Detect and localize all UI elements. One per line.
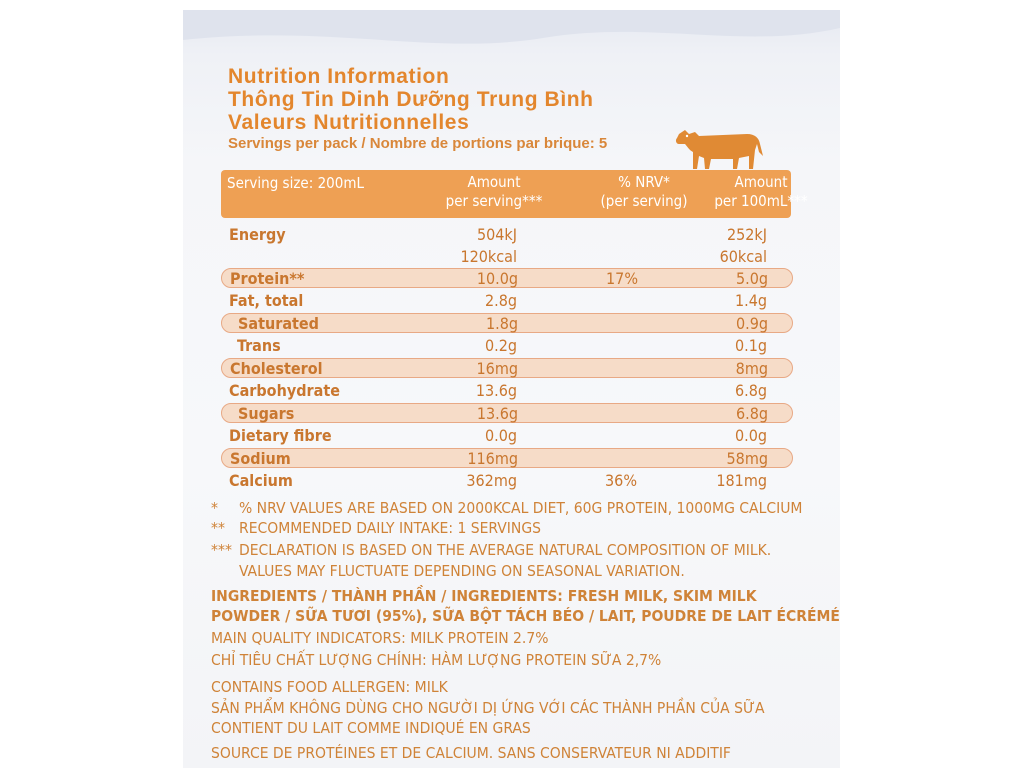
nutrient-name: Cholesterol: [230, 359, 323, 378]
table-row: Sodium 116mg 58mg: [221, 448, 793, 468]
col-nrv-header: % NRV* (per serving): [600, 173, 688, 210]
table-row: Sugars 13.6g 6.8g: [221, 403, 793, 423]
per-100ml-value: 0.9g: [735, 314, 768, 333]
per-serving-value: 10.0g: [476, 269, 518, 288]
per-100ml-value: 0.0g: [734, 426, 767, 445]
decorative-wave: [183, 10, 840, 44]
col-per-100ml-header: Amount per 100mL***: [714, 173, 808, 210]
allergen-line: CONTIENT DU LAIT COMME INDIQUÉ EN GRAS: [211, 719, 531, 737]
per-100ml-value: 5.0g: [735, 269, 768, 288]
per-serving-value: 1.8g: [485, 314, 518, 333]
quality-indicator: CHỈ TIÊU CHẤT LƯỢNG CHÍNH: HÀM LƯỢNG PRO…: [211, 651, 662, 669]
servings-per-pack: Servings per pack / Nombre de portions p…: [228, 135, 608, 152]
per-100ml-value: 6.8g: [735, 404, 768, 423]
table-row: Protein** 10.0g 17% 5.0g: [221, 268, 793, 288]
serving-size: Serving size: 200mL: [227, 174, 364, 192]
per-100ml-value: 252kJ: [726, 225, 767, 244]
per-100ml-value: 181mg: [716, 471, 767, 490]
cow-icon: [675, 130, 763, 169]
table-row: Trans 0.2g 0.1g: [221, 336, 791, 355]
nrv-value: 17%: [606, 269, 638, 288]
footnote: VALUES MAY FLUCTUATE DEPENDING ON SEASON…: [239, 562, 685, 580]
col-per-serving-header: Amount per serving***: [445, 173, 543, 210]
title-vi: Thông Tin Dinh Dưỡng Trung Bình: [228, 88, 594, 111]
per-serving-value: 0.2g: [484, 336, 517, 355]
per-serving-value: 13.6g: [475, 381, 517, 400]
per-serving-value: 0.0g: [484, 426, 517, 445]
quality-indicator: MAIN QUALITY INDICATORS: MILK PROTEIN 2.…: [211, 629, 549, 647]
nutrient-name: Calcium: [229, 471, 293, 490]
nutrition-label-panel: Nutrition Information Thông Tin Dinh Dưỡ…: [183, 10, 840, 768]
nutrient-name: Energy: [229, 225, 286, 244]
table-row: Dietary fibre 0.0g 0.0g: [221, 426, 791, 445]
per-100ml-value: 0.1g: [734, 336, 767, 355]
per-100ml-value: 8mg: [735, 359, 768, 378]
nutrient-name: Saturated: [238, 314, 319, 333]
per-serving-value: 504kJ: [476, 225, 517, 244]
per-serving-value: 13.6g: [476, 404, 518, 423]
per-100ml-value: 6.8g: [734, 381, 767, 400]
nutrient-name: Carbohydrate: [229, 381, 340, 400]
footnote: ** RECOMMENDED DAILY INTAKE: 1 SERVINGS: [211, 519, 542, 537]
footnote: *** DECLARATION IS BASED ON THE AVERAGE N…: [211, 541, 772, 559]
footnote: *% NRV VALUES ARE BASED ON 2000KCAL DIET…: [211, 499, 803, 517]
table-row: 120kcal 60kcal: [221, 247, 791, 266]
source-claim: SOURCE DE PROTÉINES ET DE CALCIUM. SANS …: [211, 744, 731, 762]
table-row: Fat, total 2.8g 1.4g: [221, 291, 791, 310]
nutrient-name: Protein**: [230, 269, 305, 288]
per-100ml-value: 58mg: [726, 449, 768, 468]
ingredients-line: POWDER / SỮA TƯƠI (95%), SỮA BỘT TÁCH BÉ…: [211, 607, 840, 625]
table-row: Saturated 1.8g 0.9g: [221, 313, 793, 333]
title-fr: Valeurs Nutritionnelles: [228, 111, 470, 134]
per-100ml-value: 60kcal: [719, 247, 767, 266]
nutrient-name: Sugars: [238, 404, 295, 423]
nutrient-name: Trans: [237, 336, 281, 355]
per-serving-value: 16mg: [476, 359, 518, 378]
per-100ml-value: 1.4g: [734, 291, 767, 310]
per-serving-value: 362mg: [466, 471, 517, 490]
table-row: Carbohydrate 13.6g 6.8g: [221, 381, 791, 400]
table-header: Serving size: 200mL Amount per serving***…: [221, 170, 808, 218]
allergen-line: SẢN PHẨM KHÔNG DÙNG CHO NGƯỜI DỊ ỨNG VỚI…: [211, 699, 765, 717]
allergen-line: CONTAINS FOOD ALLERGEN: MILK: [211, 678, 448, 696]
title-en: Nutrition Information: [228, 65, 450, 88]
per-serving-value: 116mg: [467, 449, 518, 468]
table-row: Calcium 362mg 36% 181mg: [221, 471, 791, 490]
table-row: Cholesterol 16mg 8mg: [221, 358, 793, 378]
per-serving-value: 120kcal: [460, 247, 517, 266]
nutrient-name: Dietary fibre: [229, 426, 332, 445]
per-serving-value: 2.8g: [484, 291, 517, 310]
nutrient-name: Fat, total: [229, 291, 304, 310]
nutrient-name: Sodium: [230, 449, 291, 468]
nrv-value: 36%: [605, 471, 637, 490]
table-row: Energy 504kJ 252kJ: [221, 225, 791, 244]
ingredients-line: INGREDIENTS / THÀNH PHẦN / INGREDIENTS: …: [211, 587, 757, 605]
